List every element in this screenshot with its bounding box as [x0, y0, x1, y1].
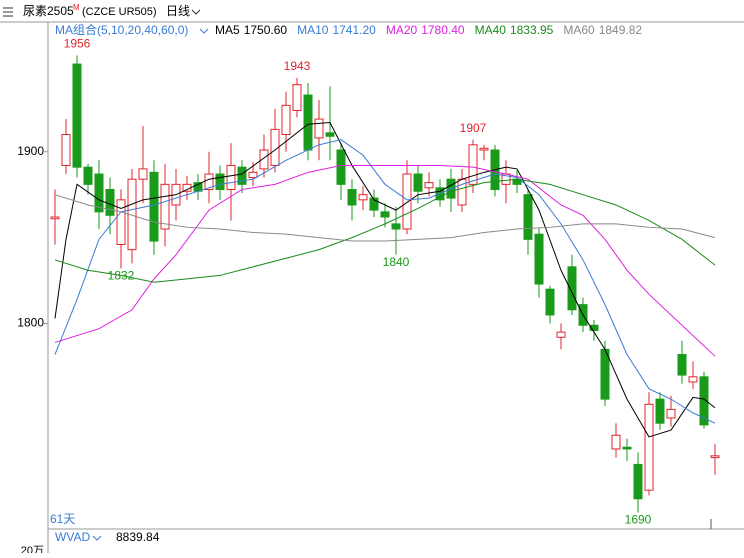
ma-legend-value: 1741.20 [332, 23, 376, 37]
chevron [92, 535, 102, 541]
ma-legend-name: MA40 [475, 23, 507, 37]
candle-body [523, 194, 533, 240]
candle-body [633, 463, 643, 500]
candle-body [281, 104, 291, 136]
candle-body [314, 118, 324, 139]
ma-legend-name: MA10 [297, 23, 329, 37]
candle-body [468, 144, 478, 185]
ma-line [54, 164, 716, 357]
candle-body [380, 211, 390, 218]
ma-legend-value: 1750.60 [244, 23, 288, 37]
ma-legend-value: 1780.40 [421, 23, 465, 37]
candle-body [94, 173, 104, 213]
ma-line [54, 139, 716, 424]
high-label: 1907 [460, 121, 487, 135]
low-label: 1840 [383, 255, 410, 269]
candle-body [611, 434, 621, 450]
ma-legend-name: MA20 [386, 23, 418, 37]
candle-body [655, 398, 665, 424]
period[interactable]: 日线 [166, 4, 190, 18]
low-label: 1690 [625, 513, 652, 527]
code: (CZCE UR505) [82, 6, 157, 18]
ma-line [54, 178, 716, 283]
candle-body [358, 194, 368, 201]
candle-body [303, 94, 313, 151]
ma-legend-name: MA60 [563, 23, 595, 37]
menu-icon[interactable] [3, 7, 13, 17]
candle-body [226, 164, 236, 191]
candle-body [567, 266, 577, 311]
candle-body [589, 324, 599, 331]
candle-body [336, 149, 346, 185]
candle-body [644, 403, 654, 491]
ma-legend-name: MA5 [215, 23, 240, 37]
candle-body [149, 171, 159, 242]
candle-body [83, 166, 93, 185]
candle-body [688, 376, 698, 383]
ma-line [54, 121, 716, 438]
candle-body [259, 149, 269, 170]
title: 尿素2505 [23, 4, 74, 18]
indicator-name[interactable]: WVAD [55, 530, 90, 544]
candle-body [138, 168, 148, 180]
candle-body [545, 288, 555, 316]
candle-body [50, 216, 60, 220]
candle-body [710, 455, 720, 459]
candle-body [677, 353, 687, 376]
candle-body [369, 197, 379, 211]
chevron [199, 28, 209, 34]
candle-body [105, 189, 115, 216]
candle-body [325, 132, 335, 137]
days-label: 61天 [50, 512, 75, 526]
y-tick-label: 1800 [17, 316, 44, 330]
high-label: 1943 [284, 59, 311, 73]
y-tick-label: 1900 [17, 144, 44, 158]
candle-body [699, 376, 709, 426]
ma-legend-value: 1849.82 [599, 23, 643, 37]
title-sup: M [73, 3, 80, 12]
candle-body [666, 408, 676, 419]
candle-body [237, 166, 247, 185]
ma-line [54, 194, 716, 242]
candle-body [116, 199, 126, 245]
candle-body [215, 173, 225, 191]
candle-body [391, 223, 401, 230]
indicator-value: 8839.84 [116, 530, 160, 544]
candle-body [347, 189, 357, 206]
candle-body [402, 173, 412, 230]
candle-body [534, 233, 544, 285]
candle-body [413, 173, 423, 192]
candle-body [160, 183, 170, 230]
candle-body [204, 173, 214, 191]
ma-group[interactable]: MA组合(5,10,20,40,60,0) [55, 22, 188, 37]
candle-body [479, 147, 489, 151]
candle-body [622, 446, 632, 450]
candle-body [424, 182, 434, 189]
low-label: 1832 [108, 269, 135, 283]
candle-body [292, 84, 302, 111]
volume-unit: 20万 [21, 545, 44, 553]
candle-body [61, 134, 71, 166]
candle-body [556, 331, 566, 338]
candle-body [248, 171, 258, 178]
candle-body [72, 63, 82, 168]
chevron [191, 9, 201, 15]
candles [50, 55, 720, 513]
high-label: 1956 [64, 37, 91, 51]
ma-legend-value: 1833.95 [510, 23, 554, 37]
